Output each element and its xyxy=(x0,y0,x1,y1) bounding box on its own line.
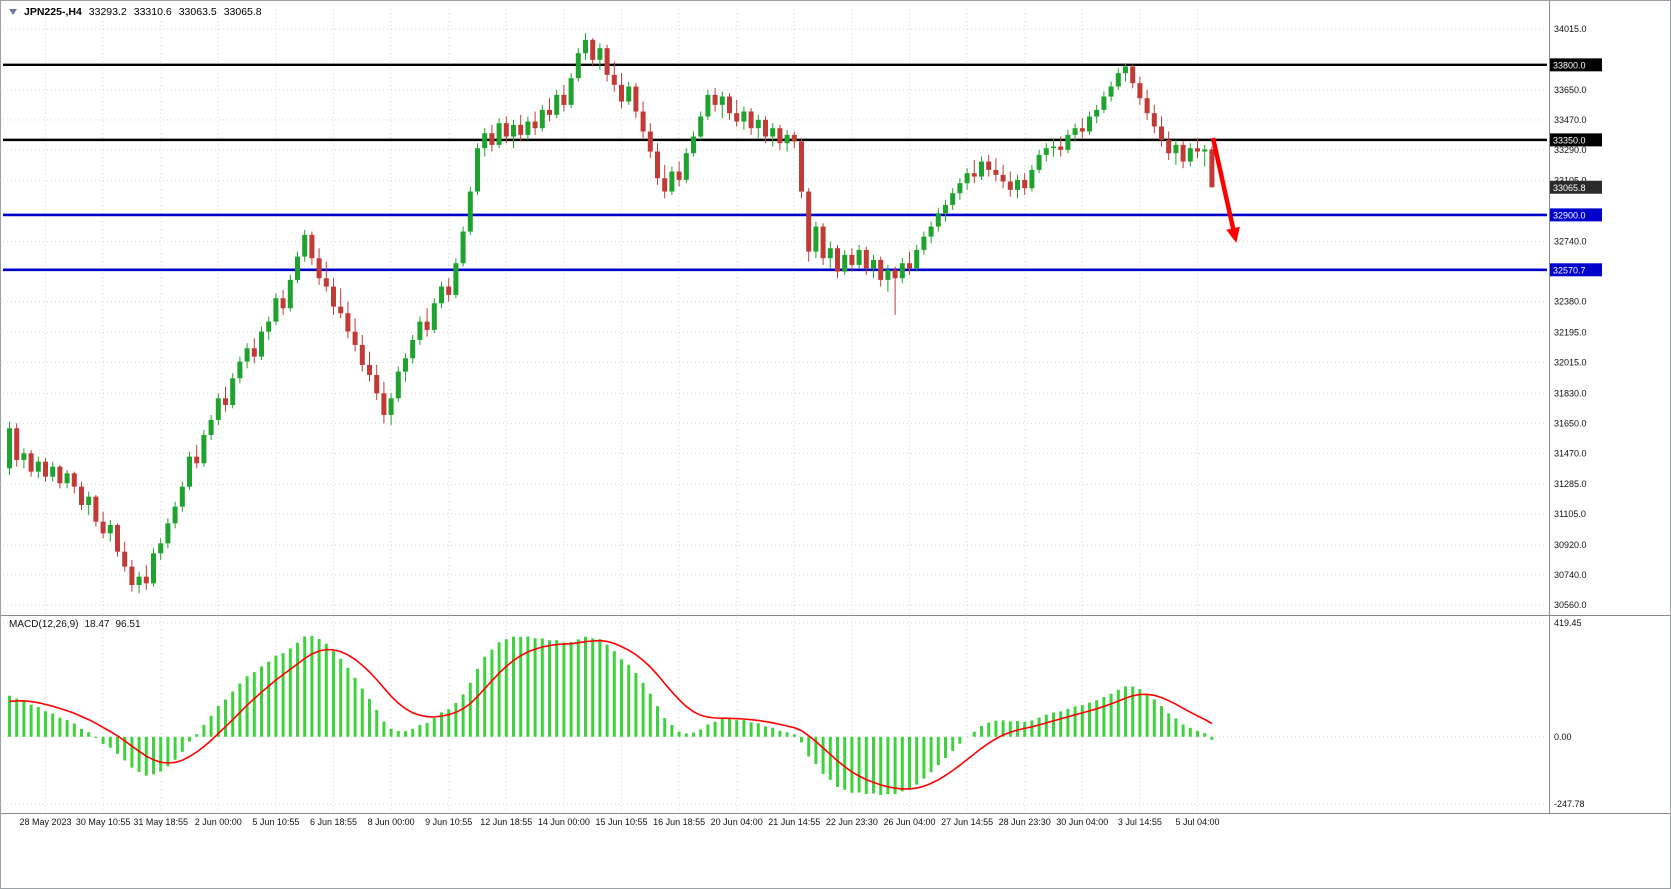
svg-text:33650.0: 33650.0 xyxy=(1554,85,1587,95)
grid-layer xyxy=(3,9,1547,813)
svg-text:5 Jun 10:55: 5 Jun 10:55 xyxy=(252,817,299,827)
svg-text:30740.0: 30740.0 xyxy=(1554,570,1587,580)
svg-text:33350.0: 33350.0 xyxy=(1553,135,1586,145)
svg-text:14 Jun 00:00: 14 Jun 00:00 xyxy=(538,817,590,827)
svg-text:20 Jun 04:00: 20 Jun 04:00 xyxy=(711,817,763,827)
svg-text:30920.0: 30920.0 xyxy=(1554,540,1587,550)
candles-layer xyxy=(7,33,1215,594)
price-badges-layer: 33800.0 33350.0 33065.8 32900.0 32570.7 xyxy=(1550,58,1602,277)
svg-text:32380.0: 32380.0 xyxy=(1554,297,1587,307)
svg-text:31830.0: 31830.0 xyxy=(1554,388,1587,398)
macd-histogram xyxy=(8,635,1214,796)
svg-text:26 Jun 04:00: 26 Jun 04:00 xyxy=(883,817,935,827)
macd-signal-value: 96.51 xyxy=(115,619,141,630)
svg-text:-247.78: -247.78 xyxy=(1554,799,1585,809)
svg-text:33800.0: 33800.0 xyxy=(1553,60,1586,70)
svg-text:33290.0: 33290.0 xyxy=(1554,145,1587,155)
chart-symbol-icon xyxy=(9,9,17,15)
svg-text:33105.0: 33105.0 xyxy=(1554,176,1587,186)
svg-text:31470.0: 31470.0 xyxy=(1554,448,1587,458)
svg-text:32015.0: 32015.0 xyxy=(1554,357,1587,367)
svg-text:33470.0: 33470.0 xyxy=(1554,115,1587,125)
macd-signal-line xyxy=(9,639,1213,790)
macd-main-value: 18.47 xyxy=(84,619,110,630)
svg-text:16 Jun 18:55: 16 Jun 18:55 xyxy=(653,817,705,827)
svg-text:15 Jun 10:55: 15 Jun 10:55 xyxy=(595,817,647,827)
svg-text:3 Jul 14:55: 3 Jul 14:55 xyxy=(1118,817,1162,827)
svg-text:32900.0: 32900.0 xyxy=(1553,210,1586,220)
svg-text:12 Jun 18:55: 12 Jun 18:55 xyxy=(480,817,532,827)
svg-text:5 Jul 04:00: 5 Jul 04:00 xyxy=(1175,817,1219,827)
svg-text:28 May 2023: 28 May 2023 xyxy=(19,817,71,827)
macd-name: MACD(12,26,9) xyxy=(9,619,79,630)
symbol-ohlc-label: JPN225-,H4 33293.2 33310.6 33063.5 33065… xyxy=(9,6,262,18)
time-axis-labels: 28 May 2023 30 May 10:5531 May 18:55 2 Jun… xyxy=(19,817,1219,827)
resistance-price-badge-upper: 33800.0 xyxy=(1550,58,1602,72)
trend-arrow-annotation[interactable] xyxy=(1210,137,1240,243)
svg-text:33065.8: 33065.8 xyxy=(1553,183,1586,193)
svg-text:34015.0: 34015.0 xyxy=(1554,24,1587,34)
svg-text:30 Jun 04:00: 30 Jun 04:00 xyxy=(1056,817,1108,827)
current-price-badge: 33065.8 xyxy=(1550,180,1602,194)
svg-text:6 Jun 18:55: 6 Jun 18:55 xyxy=(310,817,357,827)
macd-layer xyxy=(8,635,1214,796)
svg-text:27 Jun 14:55: 27 Jun 14:55 xyxy=(941,817,993,827)
price-axis-labels: 34015.0 33650.0 33470.0 33290.0 33105.0 32740… xyxy=(1554,24,1587,809)
support-price-badge-lower: 32570.7 xyxy=(1550,263,1602,277)
svg-text:419.45: 419.45 xyxy=(1554,618,1582,628)
svg-text:8 Jun 00:00: 8 Jun 00:00 xyxy=(368,817,415,827)
bar-high-value: 33310.6 xyxy=(133,6,172,18)
svg-text:21 Jun 14:55: 21 Jun 14:55 xyxy=(768,817,820,827)
svg-text:28 Jun 23:30: 28 Jun 23:30 xyxy=(999,817,1051,827)
svg-text:0.00: 0.00 xyxy=(1554,732,1572,742)
down-arrow-icon[interactable] xyxy=(1210,137,1240,243)
svg-text:31285.0: 31285.0 xyxy=(1554,479,1587,489)
svg-text:30560.0: 30560.0 xyxy=(1554,600,1587,610)
resistance-price-badge-lower: 33350.0 xyxy=(1550,133,1602,147)
svg-text:9 Jun 10:55: 9 Jun 10:55 xyxy=(425,817,472,827)
time-axis[interactable] xyxy=(1,814,1549,838)
svg-text:31650.0: 31650.0 xyxy=(1554,418,1587,428)
support-price-badge-upper: 32900.0 xyxy=(1550,208,1602,222)
svg-text:22 Jun 23:30: 22 Jun 23:30 xyxy=(826,817,878,827)
bar-open-value: 33293.2 xyxy=(88,6,127,18)
svg-text:31105.0: 31105.0 xyxy=(1554,509,1586,519)
svg-text:2 Jun 00:00: 2 Jun 00:00 xyxy=(195,817,242,827)
svg-text:30 May 10:55: 30 May 10:55 xyxy=(76,817,131,827)
svg-text:32740.0: 32740.0 xyxy=(1554,237,1587,247)
horizontal-level-lines[interactable] xyxy=(3,63,1547,272)
svg-text:31 May 18:55: 31 May 18:55 xyxy=(133,817,188,827)
svg-text:32195.0: 32195.0 xyxy=(1554,327,1587,337)
bar-low-value: 33063.5 xyxy=(178,6,217,18)
svg-text:32570.7: 32570.7 xyxy=(1553,265,1586,275)
price-axis[interactable] xyxy=(1549,1,1671,813)
symbol-timeframe-label: JPN225-,H4 xyxy=(24,6,82,18)
bar-close-value: 33065.8 xyxy=(223,6,262,18)
macd-indicator-label: MACD(12,26,9) 18.47 96.51 xyxy=(9,619,141,630)
